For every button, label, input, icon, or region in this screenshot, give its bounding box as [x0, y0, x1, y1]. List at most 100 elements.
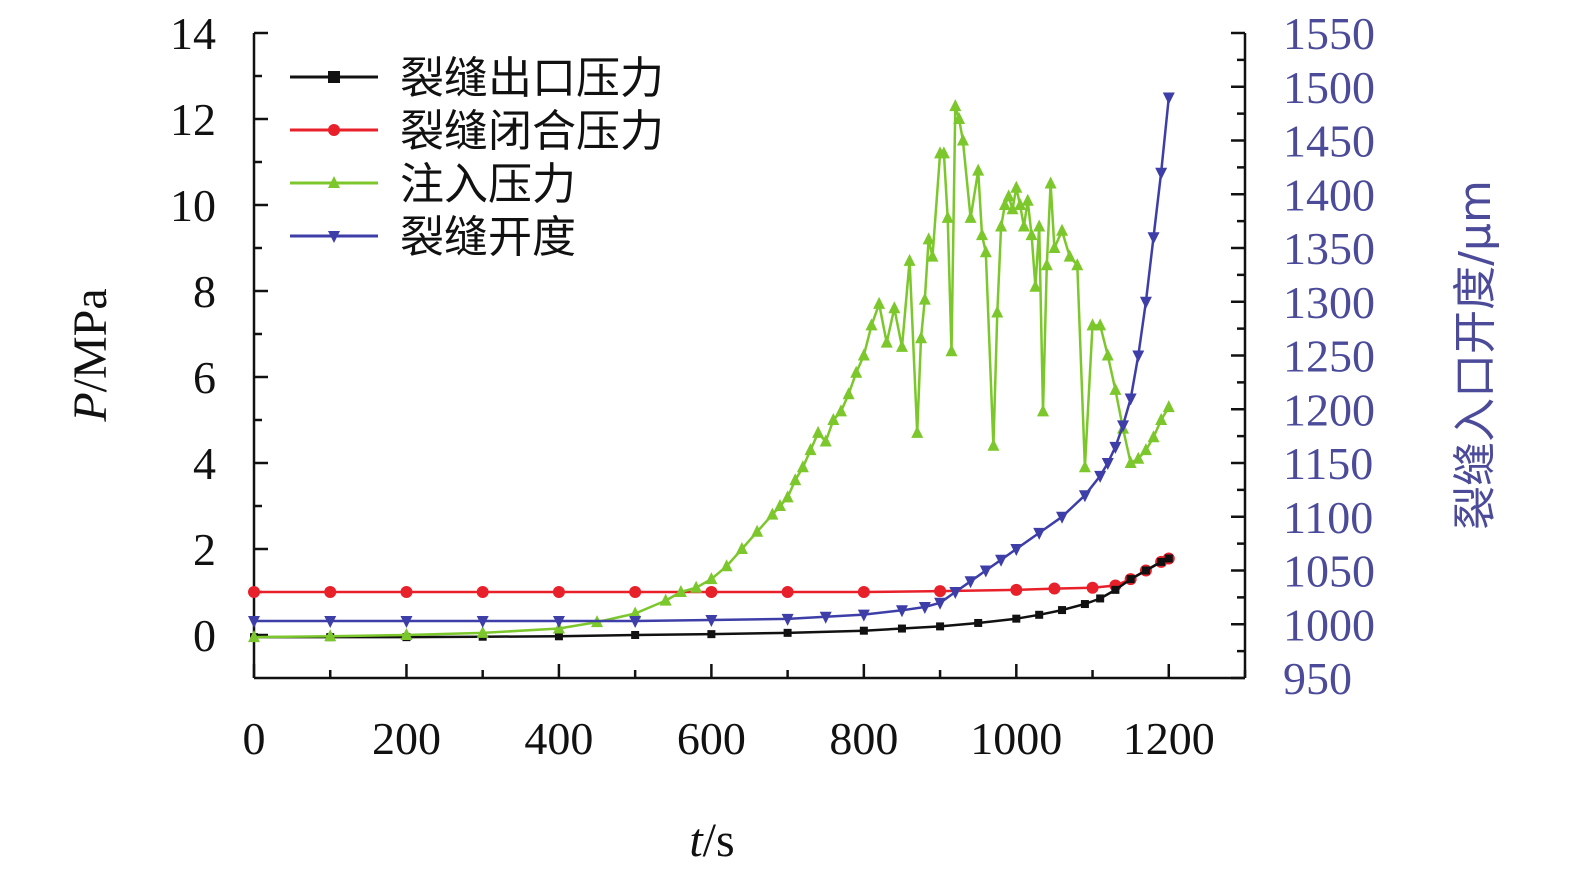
x-tick-label: 200 — [372, 713, 441, 764]
y2-tick-label: 1000 — [1283, 599, 1375, 650]
y2-tick-label: 1150 — [1283, 438, 1373, 489]
legend-item: 裂缝开度 — [290, 212, 576, 263]
data-point — [1014, 198, 1027, 210]
data-point — [976, 228, 989, 241]
data-point — [1155, 413, 1168, 425]
data-point — [1147, 430, 1160, 443]
data-point — [941, 210, 954, 223]
data-point — [895, 605, 908, 618]
y-tick-label: 8 — [193, 266, 216, 317]
x-tick-label: 800 — [829, 713, 898, 764]
data-point — [979, 565, 992, 578]
data-point — [880, 335, 893, 348]
y2-axis-label: 裂缝入口开度/μm — [1450, 180, 1501, 530]
data-point — [897, 624, 906, 633]
legend-swatch-marker — [328, 124, 340, 136]
y2-tick-label: 1250 — [1283, 331, 1375, 382]
legend-label: 裂缝出口压力 — [400, 53, 664, 104]
data-point — [1017, 219, 1030, 232]
series-line — [254, 557, 1170, 639]
legend-swatch-marker — [328, 176, 340, 188]
legend-swatch-marker — [328, 71, 340, 83]
data-point — [974, 618, 983, 627]
data-point — [773, 499, 786, 511]
data-point — [895, 339, 908, 352]
data-point — [1157, 557, 1166, 566]
legend-label: 注入压力 — [400, 159, 576, 210]
data-point — [1010, 180, 1023, 193]
series-3 — [248, 99, 1175, 643]
data-point — [705, 586, 718, 598]
data-point — [819, 434, 832, 447]
data-point — [859, 626, 868, 635]
data-point — [248, 630, 260, 643]
data-point — [1063, 249, 1076, 262]
data-point — [1056, 511, 1069, 524]
data-point — [400, 628, 413, 640]
data-point — [1162, 400, 1175, 413]
data-point — [979, 245, 992, 258]
data-point — [1096, 594, 1105, 603]
legend-item: 裂缝闭合压力 — [290, 106, 664, 157]
data-point — [842, 387, 855, 400]
data-point — [934, 585, 947, 598]
y2-tick-label: 1500 — [1283, 62, 1375, 113]
data-point — [781, 490, 794, 503]
data-point — [936, 622, 945, 631]
y-tick-label: 12 — [170, 94, 216, 145]
data-point — [964, 210, 977, 223]
data-point — [1058, 606, 1067, 615]
data-point — [1124, 456, 1137, 468]
data-point — [1086, 318, 1099, 331]
data-point — [1109, 382, 1122, 395]
data-point — [995, 219, 1008, 232]
data-point — [1117, 420, 1130, 433]
data-point — [857, 609, 870, 622]
y2-tick-label: 1300 — [1283, 277, 1375, 328]
x-tick-label: 600 — [677, 713, 746, 764]
data-point — [857, 586, 870, 598]
data-point — [1056, 223, 1069, 236]
data-point — [991, 305, 1004, 318]
data-point — [1109, 441, 1122, 454]
y2-tick-label: 1350 — [1283, 223, 1375, 274]
data-point — [476, 625, 489, 638]
data-point — [629, 586, 642, 598]
data-point — [400, 586, 413, 598]
data-point — [674, 585, 687, 597]
data-point — [751, 524, 764, 537]
data-point — [1101, 458, 1114, 470]
y-tick-label: 6 — [193, 352, 216, 403]
y2-tick-label: 1200 — [1283, 384, 1375, 435]
y2-tick-label: 1050 — [1283, 546, 1375, 597]
data-point — [812, 425, 825, 438]
data-point — [911, 425, 924, 438]
data-point — [1040, 258, 1053, 271]
data-point — [1033, 527, 1046, 540]
data-point — [918, 602, 931, 615]
data-point — [1010, 544, 1023, 556]
data-point — [1029, 279, 1042, 292]
data-point — [1132, 350, 1145, 363]
data-point — [324, 616, 337, 629]
data-point — [1094, 470, 1107, 483]
series-line — [254, 97, 1171, 623]
y-tick-label: 4 — [193, 438, 216, 489]
series-4 — [248, 92, 1175, 629]
data-point — [720, 559, 733, 572]
data-point — [1036, 404, 1049, 417]
data-point — [783, 628, 792, 637]
data-point — [789, 473, 802, 486]
data-point — [1078, 490, 1091, 503]
y2-tick-label: 1100 — [1283, 492, 1373, 543]
x-tick-label: 1200 — [1123, 713, 1215, 764]
y-tick-label: 2 — [193, 524, 216, 575]
y-axis-label: P/MPa — [64, 288, 117, 422]
data-point — [956, 133, 969, 146]
series-1 — [250, 554, 1173, 642]
series-line — [253, 104, 1170, 639]
x-axis-label-symbol: t — [689, 814, 704, 867]
data-point — [705, 572, 718, 585]
data-point — [552, 616, 565, 629]
